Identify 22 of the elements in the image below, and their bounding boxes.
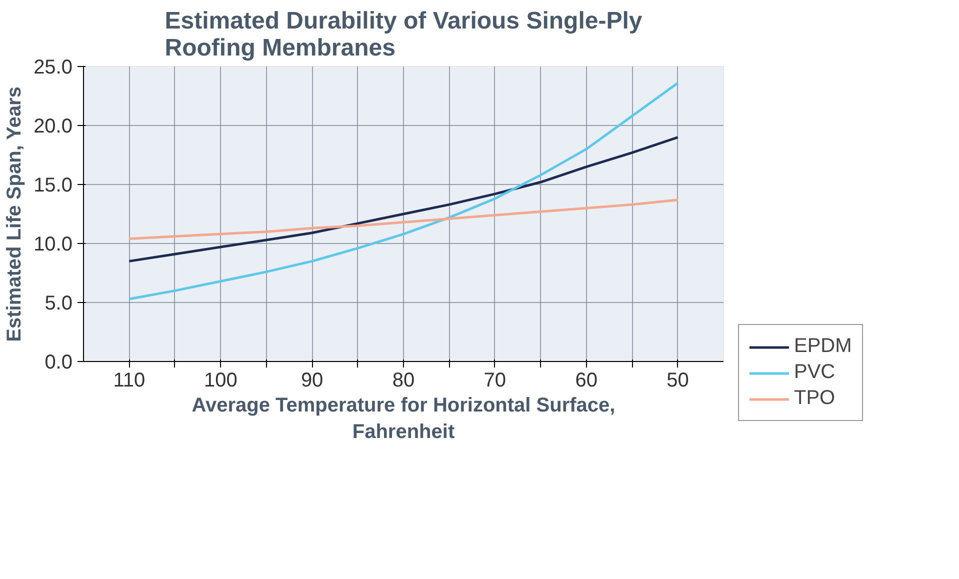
chart-title: Estimated Durability of Various Single-Ply Roofing Membranes xyxy=(164,8,643,62)
y-tick-label: 5.0 xyxy=(44,292,73,314)
line-series xyxy=(128,82,680,300)
x-tick-label: 90 xyxy=(300,370,324,392)
legend-label: PVC xyxy=(794,361,836,384)
y-tick-label: 20.0 xyxy=(34,116,73,138)
y-tick-label: 0.0 xyxy=(44,352,73,374)
x-tick-label: 110 xyxy=(113,370,146,392)
line-series xyxy=(128,198,680,240)
y-tick-label: 15.0 xyxy=(34,174,73,196)
x-tick-label: 60 xyxy=(575,370,598,392)
y-axis-title: Estimated Life Span, Years xyxy=(4,86,26,342)
x-tick-label: 100 xyxy=(204,370,238,392)
y-tick-label: 10.0 xyxy=(34,234,73,256)
legend-label: EPDM xyxy=(794,335,852,358)
x-tick-label: 50 xyxy=(666,370,689,392)
x-axis-title: Average Temperature for Horizontal Surface, Fahrenheit xyxy=(192,394,616,443)
y-tick-label: 25.0 xyxy=(34,56,73,78)
line-series xyxy=(128,136,680,262)
x-tick-label: 80 xyxy=(392,370,415,392)
x-tick-label: 70 xyxy=(484,370,506,392)
legend-label: TPO xyxy=(794,387,836,410)
